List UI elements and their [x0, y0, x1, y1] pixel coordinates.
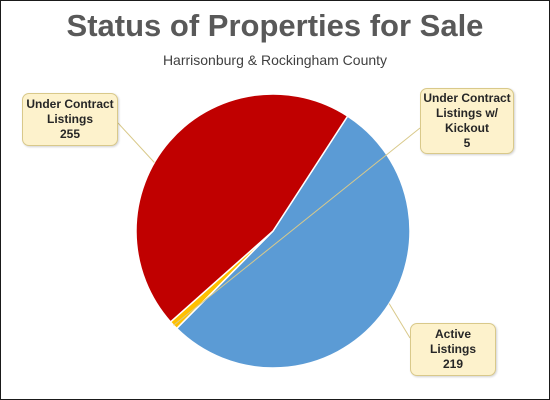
pie-slice-under-contract: [175, 115, 411, 369]
data-label-active-listings: Active Listings 219: [410, 323, 496, 376]
data-label-line: Active Listings: [429, 327, 476, 356]
data-label-value: 219: [442, 357, 464, 371]
data-label-line: Under Contract: [423, 91, 511, 105]
callout-leader-line: [173, 127, 421, 326]
data-label-under-contract: Under Contract Listings 255: [22, 93, 118, 146]
data-label-line: Kickout: [444, 121, 489, 135]
data-label-value: 5: [463, 136, 471, 150]
data-label-under-contract-kickout: Under Contract Listings w/ Kickout 5: [420, 88, 514, 154]
data-label-value: 255: [59, 127, 81, 141]
data-label-line: Listings w/: [435, 106, 498, 120]
callout-leader-line: [117, 122, 155, 163]
chart-subtitle: Harrisonburg & Rockingham County: [162, 52, 388, 68]
data-label-line: Listings: [46, 112, 93, 126]
pie-slice-active-listings: [135, 93, 349, 324]
data-label-line: Under Contract: [26, 97, 114, 111]
chart-title: Status of Properties for Sale: [66, 8, 484, 43]
callout-leader-line: [388, 303, 411, 339]
